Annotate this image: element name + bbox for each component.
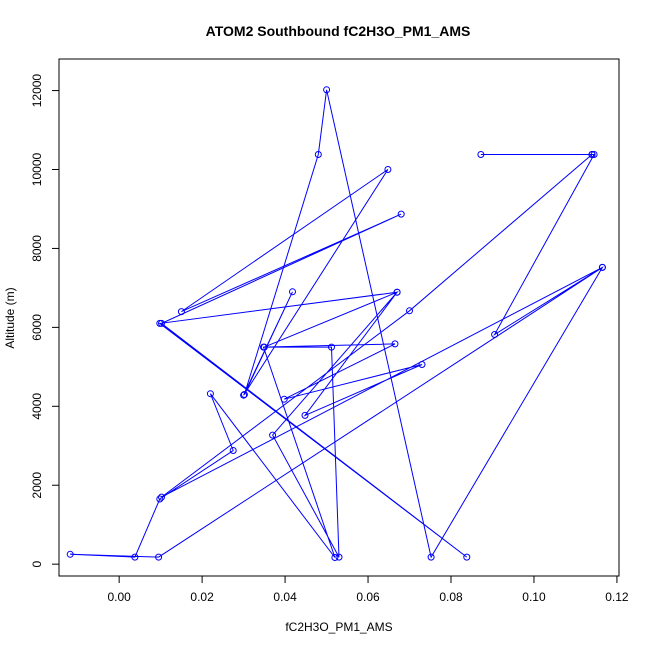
data-point [206,390,214,398]
y-tick-label: 10000 [30,152,44,186]
data-point [177,308,185,316]
data-point [397,210,405,218]
data-point [158,319,165,327]
x-tick-label: 0.00 [107,590,131,604]
data-point [590,151,598,158]
x-axis-label: fC2H3O_PM1_AMS [285,620,392,634]
y-axis-label: Altitude (m) [3,287,17,348]
data-point [158,493,165,501]
x-tick-label: 0.08 [439,590,463,604]
y-axis: 0 2000 4000 6000 8000 10000 12000 [30,74,60,568]
data-point [229,447,237,454]
data-point [323,86,331,94]
data-point [391,340,399,348]
data-point [269,431,277,439]
y-tick-label: 0 [30,561,44,568]
data-point [427,553,435,561]
x-tick-label: 0.10 [522,590,546,604]
data-point [240,391,248,398]
plot-frame [58,58,620,577]
data-point [331,554,339,561]
x-axis: 0.00 0.02 0.04 0.06 0.08 0.10 0.12 [107,575,629,604]
data-point [314,151,322,158]
data-point [463,553,471,561]
data-point [588,151,596,158]
data-point [155,553,163,561]
data-point [491,331,499,338]
data-point [328,343,335,351]
data-point [156,495,164,503]
x-tick-label: 0.12 [605,590,629,604]
data-point [418,361,426,368]
data-point [406,307,413,315]
data-point [477,151,485,158]
data-point [260,343,268,351]
data-point [301,411,309,419]
y-tick-label: 8000 [30,235,44,262]
data-point [289,288,296,296]
y-tick-label: 6000 [30,314,44,341]
x-tick-label: 0.02 [190,590,214,604]
y-tick-label: 12000 [30,74,44,108]
data-point [393,288,401,296]
data-point [598,263,606,271]
y-tick-label: 4000 [30,393,44,420]
series [66,86,606,561]
x-tick-label: 0.06 [356,590,380,604]
data-point [131,553,139,561]
x-tick-label: 0.04 [273,590,297,604]
y-tick-label: 2000 [30,472,44,499]
data-point [66,550,74,558]
data-point [280,395,288,403]
data-point [240,391,248,399]
series-line [70,89,604,559]
data-point [384,166,392,173]
chart-title: ATOM2 Southbound fC2H3O_PM1_AMS [206,23,471,39]
data-point [335,553,343,561]
